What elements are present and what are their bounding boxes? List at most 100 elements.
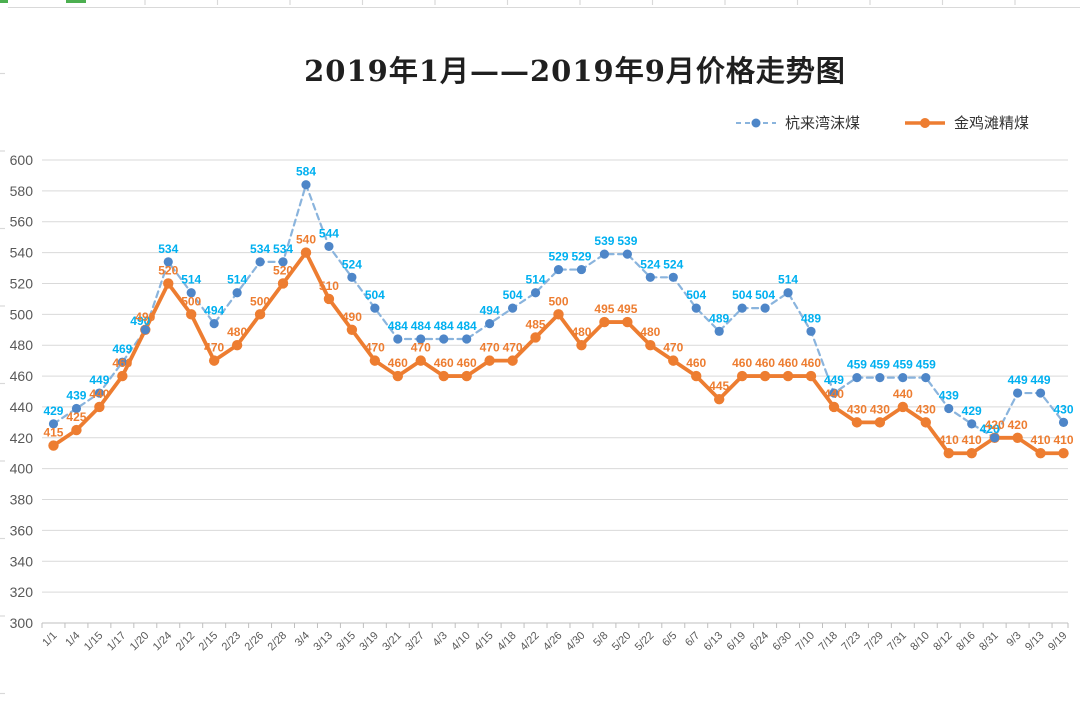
svg-text:3/19: 3/19 [357, 630, 381, 654]
svg-text:470: 470 [365, 341, 385, 355]
svg-text:514: 514 [778, 273, 798, 287]
svg-text:7/29: 7/29 [862, 630, 886, 654]
svg-text:529: 529 [548, 250, 568, 264]
svg-text:470: 470 [204, 341, 224, 355]
svg-text:500: 500 [250, 294, 270, 308]
svg-text:4/30: 4/30 [564, 630, 588, 654]
svg-text:8/16: 8/16 [954, 630, 978, 654]
svg-text:494: 494 [204, 304, 224, 318]
svg-text:560: 560 [10, 214, 34, 230]
svg-text:540: 540 [296, 233, 316, 247]
svg-text:5/22: 5/22 [633, 630, 657, 654]
svg-text:430: 430 [916, 402, 936, 416]
svg-text:480: 480 [571, 325, 591, 339]
svg-text:440: 440 [10, 399, 34, 415]
svg-text:460: 460 [388, 356, 408, 370]
svg-text:360: 360 [10, 522, 34, 538]
svg-text:1/17: 1/17 [105, 630, 129, 654]
svg-text:490: 490 [342, 310, 362, 324]
svg-text:504: 504 [732, 288, 752, 302]
svg-text:510: 510 [319, 279, 339, 293]
svg-text:400: 400 [10, 461, 34, 477]
svg-text:7/10: 7/10 [793, 630, 817, 654]
svg-text:534: 534 [273, 242, 293, 256]
svg-text:520: 520 [10, 275, 34, 291]
svg-text:514: 514 [181, 273, 201, 287]
svg-text:514: 514 [526, 273, 546, 287]
svg-text:470: 470 [411, 341, 431, 355]
svg-text:425: 425 [66, 410, 86, 424]
gridlines [42, 159, 1068, 624]
svg-text:459: 459 [870, 358, 890, 372]
svg-text:7/31: 7/31 [885, 630, 909, 654]
svg-text:7/23: 7/23 [839, 630, 863, 654]
svg-text:534: 534 [250, 242, 270, 256]
svg-text:449: 449 [89, 373, 109, 387]
svg-text:500: 500 [10, 306, 34, 322]
svg-text:430: 430 [847, 402, 867, 416]
svg-text:410: 410 [939, 433, 959, 447]
svg-text:460: 460 [778, 356, 798, 370]
svg-text:484: 484 [434, 319, 454, 333]
svg-text:489: 489 [709, 311, 729, 325]
svg-text:7/18: 7/18 [816, 630, 840, 654]
x-axis-labels: 1/1 1/4 1/15 1/17 1/20 1/24 2/12 2/15 2/23 2/26 2/… [40, 630, 1069, 654]
svg-text:6/24: 6/24 [748, 630, 772, 654]
series-markers [48, 180, 1069, 459]
svg-text:539: 539 [617, 234, 637, 248]
svg-text:420: 420 [10, 430, 34, 446]
orange-solid-line-marker-icon [905, 117, 946, 128]
legend-item-hanglaiwan[interactable]: 杭来湾沫煤 [735, 112, 860, 133]
legend-item-jinjitan[interactable]: 金鸡滩精煤 [904, 112, 1029, 133]
svg-text:420: 420 [985, 418, 1005, 432]
svg-text:529: 529 [571, 250, 591, 264]
svg-text:6/30: 6/30 [771, 630, 795, 654]
svg-text:2/26: 2/26 [243, 630, 267, 654]
svg-text:504: 504 [755, 288, 775, 302]
svg-text:430: 430 [870, 402, 890, 416]
svg-text:420: 420 [980, 422, 1000, 436]
svg-text:3/15: 3/15 [334, 630, 358, 654]
svg-text:449: 449 [1008, 373, 1028, 387]
svg-text:524: 524 [640, 257, 660, 271]
svg-text:470: 470 [503, 341, 523, 355]
svg-text:445: 445 [709, 379, 729, 393]
svg-text:524: 524 [342, 257, 362, 271]
svg-text:495: 495 [594, 302, 614, 316]
svg-text:520: 520 [273, 263, 293, 277]
svg-text:340: 340 [10, 553, 34, 569]
svg-text:580: 580 [10, 183, 34, 199]
svg-text:6/19: 6/19 [725, 630, 749, 654]
svg-text:524: 524 [663, 257, 683, 271]
svg-text:440: 440 [89, 387, 109, 401]
legend-label-jinjitan: 金鸡滩精煤 [954, 115, 1030, 132]
svg-text:439: 439 [66, 388, 86, 402]
svg-text:420: 420 [1008, 418, 1028, 432]
chart-title: 2019年1月——2019年9月价格走势图 [304, 54, 846, 88]
svg-text:484: 484 [411, 319, 431, 333]
svg-text:4/3: 4/3 [431, 630, 450, 649]
svg-text:430: 430 [1054, 402, 1074, 416]
svg-text:459: 459 [916, 358, 936, 372]
svg-text:410: 410 [962, 433, 982, 447]
svg-text:480: 480 [227, 325, 247, 339]
svg-text:520: 520 [158, 263, 178, 277]
svg-text:484: 484 [388, 319, 408, 333]
svg-text:600: 600 [10, 152, 34, 168]
svg-text:3/21: 3/21 [380, 630, 404, 654]
x-axis [41, 622, 1069, 628]
svg-text:6/5: 6/5 [660, 630, 679, 649]
svg-text:8/12: 8/12 [931, 630, 955, 654]
svg-text:504: 504 [686, 288, 706, 302]
svg-text:1/4: 1/4 [63, 630, 82, 649]
svg-text:460: 460 [434, 356, 454, 370]
svg-text:9/13: 9/13 [1023, 630, 1047, 654]
svg-text:3/27: 3/27 [403, 630, 427, 654]
svg-text:459: 459 [847, 358, 867, 372]
svg-text:320: 320 [10, 584, 34, 600]
svg-text:480: 480 [10, 337, 34, 353]
svg-text:8/31: 8/31 [977, 630, 1001, 654]
